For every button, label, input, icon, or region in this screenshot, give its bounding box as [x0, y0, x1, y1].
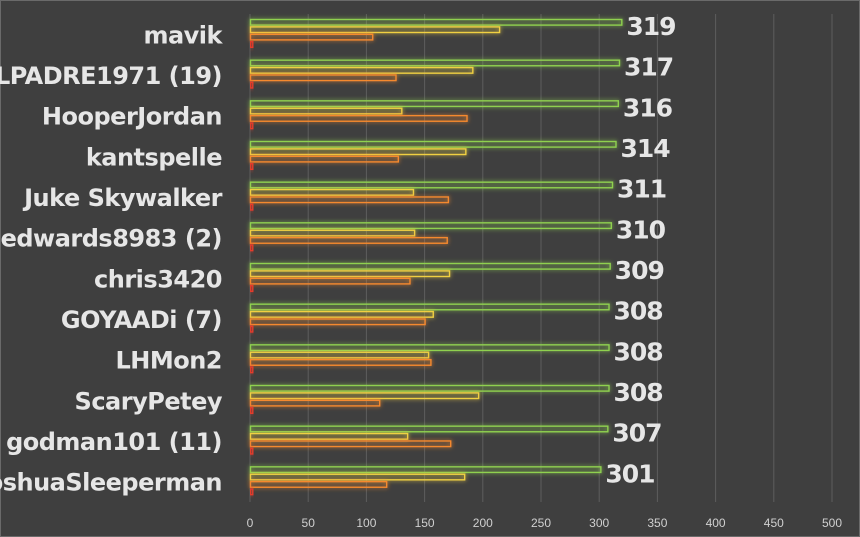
bar	[249, 74, 397, 82]
bar	[249, 318, 426, 326]
category-label: jedwards8983 (2)	[0, 225, 222, 253]
bar	[249, 325, 254, 333]
bar	[249, 236, 448, 244]
value-labels: 319 317 316 314 311 310 309 308 308 308 307 301	[605, 12, 676, 488]
category-label: ScaryPetey	[75, 387, 223, 415]
x-axis-tick-labels: 0 50 100 150 200 250 300 350 400 450 500	[247, 516, 843, 530]
bar	[249, 358, 432, 366]
bar	[249, 107, 403, 115]
value-label: 310	[616, 215, 666, 244]
bar	[249, 447, 254, 455]
value-label: 309	[615, 256, 664, 285]
category-label: HooperJordan	[42, 103, 222, 131]
value-label: 308	[614, 297, 663, 326]
bar	[249, 100, 620, 108]
bar	[249, 244, 254, 252]
x-tick-label: 50	[302, 516, 316, 530]
x-tick-label: 400	[706, 516, 726, 530]
bar	[249, 270, 451, 278]
bar	[249, 155, 400, 163]
bar	[249, 344, 610, 352]
bar	[249, 66, 474, 74]
bar	[249, 222, 613, 230]
value-label: 301	[605, 459, 654, 488]
bar	[249, 392, 480, 400]
category-label: chris3420	[94, 265, 222, 293]
bar	[249, 432, 409, 440]
bar	[249, 285, 254, 293]
bar	[249, 122, 254, 130]
category-label: JoshuaSleeperman	[0, 469, 222, 497]
x-tick-label: 450	[764, 516, 784, 530]
x-tick-label: 0	[247, 516, 254, 530]
x-tick-label: 250	[531, 516, 551, 530]
bar	[249, 148, 467, 156]
bar	[249, 480, 388, 488]
x-tick-label: 300	[589, 516, 609, 530]
x-tick-label: 500	[822, 516, 842, 530]
value-label: 314	[620, 134, 670, 163]
bar	[249, 399, 381, 407]
bars	[249, 18, 623, 496]
value-label: 319	[626, 12, 675, 41]
gridlines	[249, 14, 833, 502]
bar	[249, 26, 501, 34]
category-label: mavik	[143, 21, 223, 49]
x-tick-label: 100	[356, 516, 376, 530]
value-label: 311	[617, 175, 666, 204]
bar	[249, 196, 450, 204]
bar	[249, 181, 614, 189]
bar	[249, 488, 254, 496]
bar	[249, 466, 602, 474]
category-label: ELPADRE1971 (19)	[0, 62, 222, 90]
bar	[249, 59, 621, 67]
bar	[249, 303, 610, 311]
bar	[249, 81, 254, 89]
bar	[249, 440, 452, 448]
x-tick-label: 350	[647, 516, 667, 530]
bar	[249, 41, 254, 49]
category-labels: mavik ELPADRE1971 (19) HooperJordan kantspe…	[0, 21, 224, 496]
x-tick-label: 200	[473, 516, 493, 530]
value-label: 308	[614, 337, 663, 366]
bar	[249, 203, 254, 211]
bar	[249, 162, 254, 170]
bar	[249, 351, 430, 359]
x-tick-label: 150	[415, 516, 435, 530]
category-label: Juke Skywalker	[22, 184, 223, 212]
value-label: 308	[614, 378, 663, 407]
bar	[249, 473, 466, 481]
bar	[249, 310, 434, 318]
bar	[249, 277, 411, 285]
bar	[249, 188, 415, 196]
category-label: godman101 (11)	[6, 428, 222, 456]
category-label: kantspelle	[86, 143, 222, 171]
bar	[249, 425, 609, 433]
bar	[249, 384, 610, 392]
bar	[249, 407, 254, 415]
bar	[249, 18, 623, 26]
bar	[249, 140, 617, 148]
bar	[249, 262, 611, 270]
category-label: GOYAADi (7)	[61, 306, 222, 334]
bar	[249, 114, 468, 122]
value-label: 316	[623, 93, 673, 122]
category-label: LHMon2	[115, 347, 222, 375]
bar	[249, 229, 416, 237]
value-label: 317	[624, 53, 673, 82]
bar	[249, 33, 374, 41]
value-label: 307	[612, 419, 661, 448]
bar	[249, 366, 254, 374]
